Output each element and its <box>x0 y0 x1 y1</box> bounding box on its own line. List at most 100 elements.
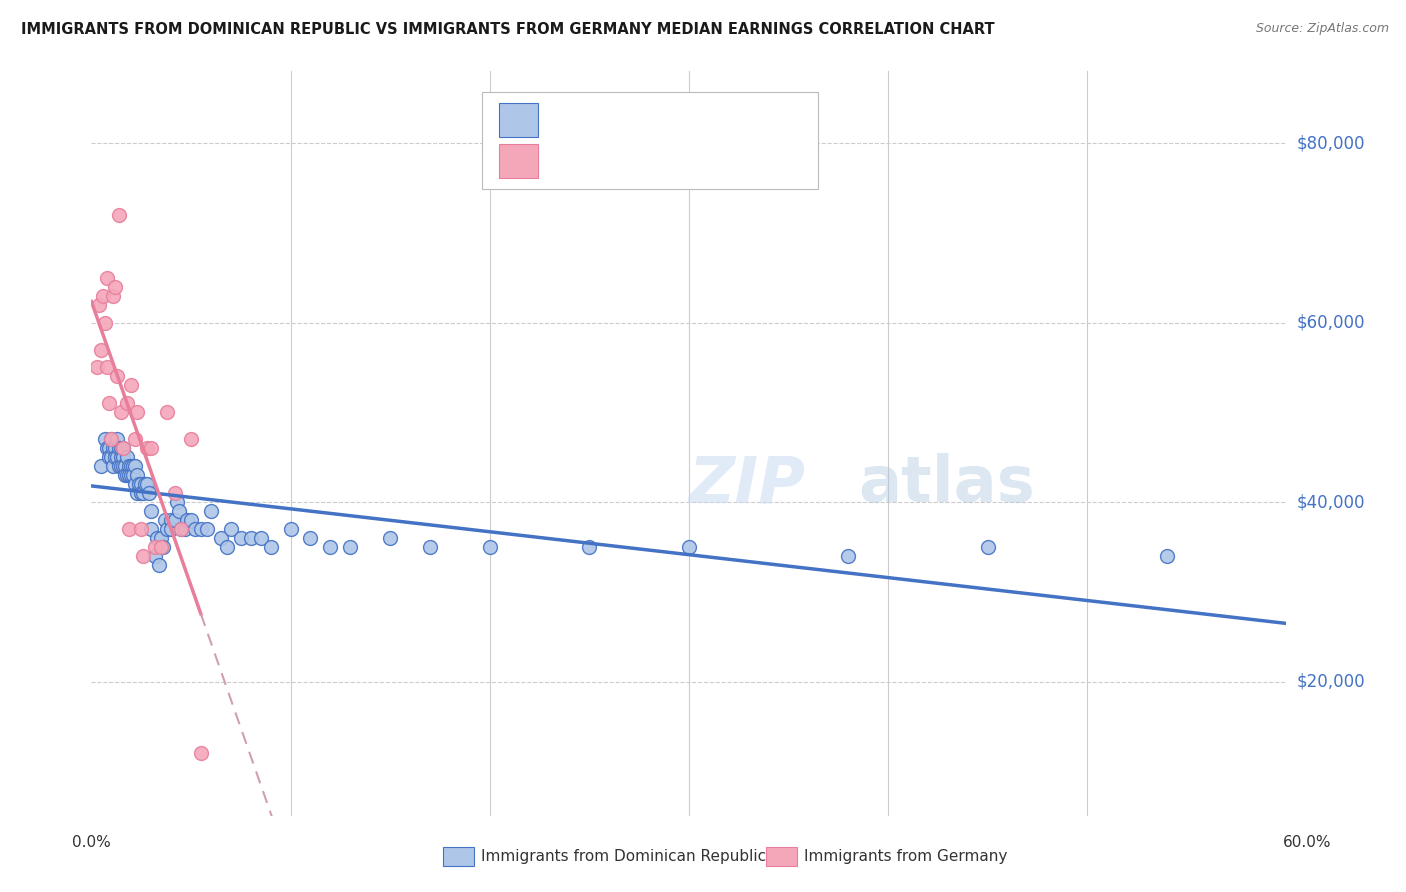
Point <box>105 369 128 384</box>
Point <box>150 540 173 554</box>
Point <box>124 477 146 491</box>
Text: 60.0%: 60.0% <box>1284 836 1331 850</box>
Point <box>104 450 127 465</box>
Point <box>148 558 170 572</box>
Point <box>104 279 127 293</box>
Point <box>110 450 132 465</box>
Text: ZIP: ZIP <box>689 453 806 516</box>
Text: N =: N = <box>662 153 706 169</box>
Point <box>678 540 700 554</box>
Point <box>141 522 162 536</box>
Point <box>160 522 183 536</box>
Text: Source: ZipAtlas.com: Source: ZipAtlas.com <box>1256 22 1389 36</box>
Point <box>170 522 193 536</box>
Text: IMMIGRANTS FROM DOMINICAN REPUBLIC VS IMMIGRANTS FROM GERMANY MEDIAN EARNINGS CO: IMMIGRANTS FROM DOMINICAN REPUBLIC VS IM… <box>21 22 994 37</box>
Point <box>100 450 122 465</box>
Point <box>259 540 281 554</box>
Point <box>163 486 186 500</box>
Point <box>180 432 202 446</box>
Point <box>174 522 197 536</box>
Point <box>114 459 136 474</box>
Point <box>215 540 238 554</box>
Text: R =: R = <box>550 112 583 128</box>
Point <box>118 459 141 474</box>
Point <box>837 549 859 563</box>
Text: $40,000: $40,000 <box>1296 493 1365 511</box>
Point <box>160 513 183 527</box>
Point <box>124 432 146 446</box>
Point <box>110 459 132 474</box>
Point <box>118 468 141 483</box>
Point <box>90 343 112 357</box>
Point <box>100 432 122 446</box>
Point <box>184 522 207 536</box>
Point <box>229 531 252 545</box>
Point <box>219 522 242 536</box>
Text: 31: 31 <box>707 153 730 170</box>
Point <box>94 316 117 330</box>
Point <box>143 540 166 554</box>
Point <box>143 549 166 563</box>
Point <box>94 432 117 446</box>
Point <box>152 540 174 554</box>
Point <box>419 540 441 554</box>
Point <box>127 486 149 500</box>
Point <box>118 522 141 536</box>
Point <box>96 270 118 285</box>
Text: 0.0%: 0.0% <box>72 836 111 850</box>
Point <box>103 442 125 456</box>
Point <box>129 486 152 500</box>
Point <box>120 378 142 392</box>
Point <box>115 468 138 483</box>
Point <box>127 405 149 419</box>
Point <box>190 747 212 761</box>
Point <box>141 504 162 518</box>
Point <box>108 208 131 222</box>
Point <box>976 540 998 554</box>
Point <box>112 450 135 465</box>
Point <box>180 513 202 527</box>
Point <box>200 504 222 518</box>
Text: $60,000: $60,000 <box>1296 314 1365 332</box>
Point <box>98 450 121 465</box>
Text: Immigrants from Dominican Republic: Immigrants from Dominican Republic <box>481 849 766 863</box>
Text: $20,000: $20,000 <box>1296 673 1365 690</box>
Point <box>105 450 128 465</box>
Point <box>100 432 122 446</box>
Point <box>112 459 135 474</box>
Point <box>127 468 149 483</box>
Point <box>150 531 173 545</box>
Point <box>104 442 127 456</box>
Point <box>209 531 232 545</box>
Point <box>110 442 132 456</box>
Point <box>190 522 212 536</box>
Point <box>1156 549 1178 563</box>
Point <box>156 405 179 419</box>
Point <box>195 522 218 536</box>
Point <box>89 298 111 312</box>
Text: -0.319: -0.319 <box>592 153 651 170</box>
Point <box>98 396 121 410</box>
Point <box>129 477 152 491</box>
Point <box>129 522 152 536</box>
Point <box>105 432 128 446</box>
Point <box>156 522 179 536</box>
Text: N =: N = <box>662 112 706 128</box>
Point <box>378 531 402 545</box>
Text: $80,000: $80,000 <box>1296 134 1365 153</box>
Point <box>103 289 125 303</box>
Point <box>114 468 136 483</box>
Point <box>110 405 132 419</box>
Point <box>132 486 155 500</box>
Point <box>96 442 118 456</box>
Point <box>96 360 118 375</box>
Point <box>153 513 176 527</box>
Point <box>319 540 342 554</box>
Point <box>166 495 188 509</box>
Point <box>122 459 145 474</box>
Point <box>120 468 142 483</box>
Point <box>132 549 155 563</box>
Point <box>112 442 135 456</box>
Point <box>167 504 190 518</box>
Point <box>138 486 160 500</box>
